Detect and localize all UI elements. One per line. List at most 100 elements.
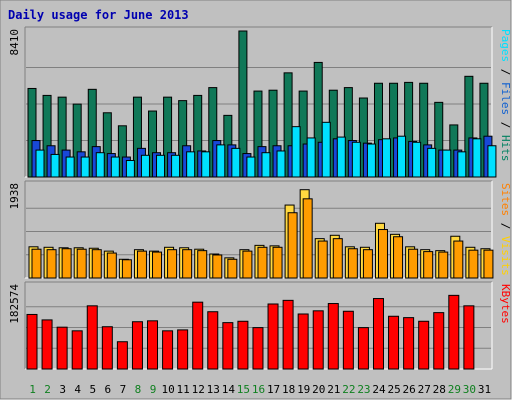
bar-pages-day-21 <box>336 136 346 178</box>
day-axis-labels: 1 2 3 4 5 6 7 8 9 10 11 12 13 14 15 16 17 18 19 20 21 22 23 24 2… <box>29 383 491 396</box>
bar-kbytes-day-26 <box>403 317 415 370</box>
bar-pages-day-19 <box>306 137 316 178</box>
bar-pages-day-15 <box>246 156 256 178</box>
bar-kbytes-day-8 <box>131 321 143 370</box>
bar-sites-day-9 <box>152 251 163 279</box>
bar-sites-day-25 <box>393 236 404 279</box>
bar-pages-day-20 <box>321 121 331 178</box>
bar-sites-day-28 <box>438 251 449 279</box>
bar-kbytes-day-24 <box>372 298 384 370</box>
bar-sites-day-16 <box>257 246 268 279</box>
bar-pages-day-2 <box>50 153 60 178</box>
bar-kbytes-day-7 <box>116 341 128 370</box>
legend-entry: Visits <box>499 236 512 276</box>
bar-pages-day-23 <box>366 143 376 178</box>
day-label-28: 28 <box>433 383 446 396</box>
bar-sites-day-11 <box>182 249 193 279</box>
bar-kbytes-day-30 <box>463 305 475 370</box>
day-label-3: 3 <box>59 383 66 396</box>
bar-sites-day-8 <box>136 250 147 279</box>
day-label-18: 18 <box>282 383 295 396</box>
bar-pages-day-13 <box>216 144 226 178</box>
bar-kbytes-day-28 <box>433 312 445 370</box>
day-label-21: 21 <box>327 383 340 396</box>
bar-kbytes-day-25 <box>388 315 400 370</box>
bar-sites-day-24 <box>377 229 388 279</box>
bar-kbytes-day-14 <box>222 322 234 370</box>
day-label-22: 22 <box>342 383 355 396</box>
bar-sites-day-1 <box>31 248 42 279</box>
bar-sites-day-22 <box>347 248 358 279</box>
bar-sites-day-30 <box>468 249 479 279</box>
bar-pages-day-8 <box>140 154 150 178</box>
bar-pages-day-17 <box>276 150 286 178</box>
bar-pages-day-29 <box>457 151 467 178</box>
panel-mid-legend: Sites / Visits <box>499 183 512 276</box>
day-label-9: 9 <box>150 383 157 396</box>
bar-pages-day-12 <box>201 151 211 178</box>
bar-kbytes-day-22 <box>342 310 354 370</box>
panel-bot-legend: KBytes <box>499 284 512 324</box>
bar-kbytes-day-10 <box>162 330 174 370</box>
bar-pages-day-26 <box>412 141 422 178</box>
chart-title: Daily usage for June 2013 <box>8 8 189 22</box>
day-label-17: 17 <box>267 383 280 396</box>
bar-sites-day-6 <box>106 252 117 279</box>
bar-sites-day-29 <box>453 240 464 279</box>
day-label-24: 24 <box>372 383 386 396</box>
day-label-4: 4 <box>74 383 81 396</box>
bar-sites-day-27 <box>423 251 434 279</box>
day-label-16: 16 <box>252 383 265 396</box>
day-label-19: 19 <box>297 383 310 396</box>
legend-entry: Hits <box>499 135 512 162</box>
day-label-27: 27 <box>418 383 431 396</box>
bar-pages-day-18 <box>291 126 301 178</box>
day-label-12: 12 <box>192 383 205 396</box>
bar-sites-day-21 <box>332 238 343 279</box>
bar-kbytes-day-20 <box>312 310 324 370</box>
day-label-15: 15 <box>237 383 250 396</box>
day-label-11: 11 <box>177 383 190 396</box>
bar-sites-day-20 <box>317 240 328 279</box>
bar-pages-day-4 <box>80 156 90 178</box>
day-label-25: 25 <box>387 383 400 396</box>
bar-sites-day-12 <box>197 250 208 279</box>
bar-pages-day-25 <box>397 135 407 178</box>
day-label-2: 2 <box>44 383 51 396</box>
bar-kbytes-day-19 <box>297 313 309 370</box>
bar-pages-day-24 <box>381 138 391 178</box>
bar-pages-day-30 <box>472 138 482 178</box>
day-label-29: 29 <box>448 383 461 396</box>
day-label-14: 14 <box>222 383 236 396</box>
bar-sites-day-4 <box>76 248 87 279</box>
bar-pages-day-16 <box>261 152 271 178</box>
bar-pages-day-7 <box>125 160 135 178</box>
bar-pages-day-3 <box>65 156 75 178</box>
bar-pages-day-27 <box>427 147 437 178</box>
bar-kbytes-day-18 <box>282 299 294 370</box>
day-label-8: 8 <box>135 383 142 396</box>
panel-top-legend: Pages / Files / Hits <box>499 29 512 162</box>
panel-bot-max-label: 182574 <box>8 284 21 324</box>
bar-sites-day-26 <box>408 248 419 279</box>
bar-kbytes-day-11 <box>177 329 189 370</box>
legend-entry: Pages <box>499 29 512 62</box>
day-label-26: 26 <box>403 383 416 396</box>
bar-kbytes-day-9 <box>147 320 159 370</box>
bar-pages-day-1 <box>35 149 45 178</box>
bar-kbytes-day-16 <box>252 327 264 370</box>
bar-kbytes-day-6 <box>101 326 113 370</box>
panel-mid-max-label: 1938 <box>8 183 21 210</box>
bar-pages-day-10 <box>171 154 181 178</box>
legend-entry: Files <box>499 82 512 115</box>
bar-pages-day-5 <box>95 152 105 178</box>
bar-pages-day-6 <box>110 156 120 178</box>
bar-pages-day-11 <box>186 151 196 178</box>
bar-sites-day-5 <box>91 249 102 279</box>
bar-pages-day-31 <box>487 145 497 178</box>
bar-sites-day-14 <box>227 258 238 279</box>
day-label-6: 6 <box>105 383 112 396</box>
day-label-1: 1 <box>29 383 36 396</box>
bar-kbytes-day-15 <box>237 320 249 370</box>
